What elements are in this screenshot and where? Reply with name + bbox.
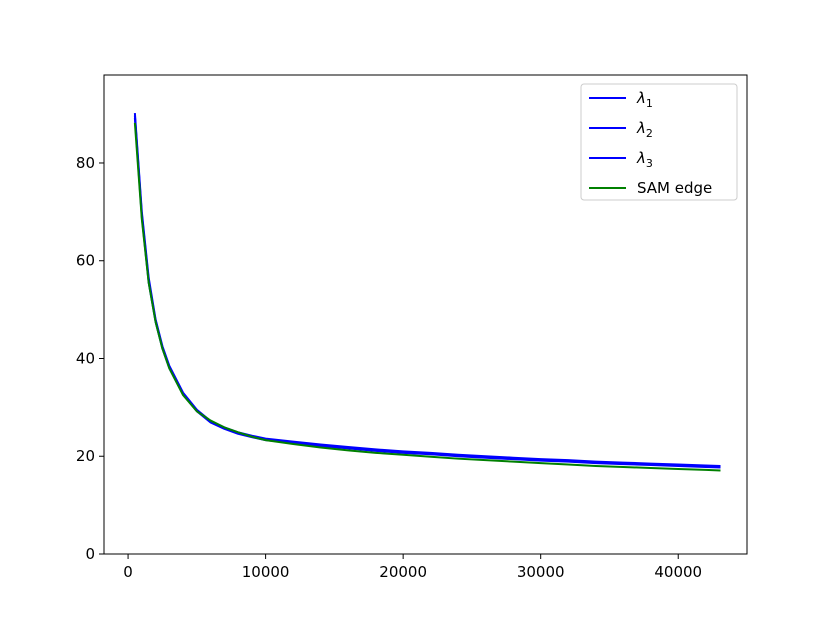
x-tick-label: 0: [123, 563, 133, 581]
legend-box: [580, 83, 738, 201]
legend-label-subscript: 3: [646, 157, 653, 170]
series-line-4: [133, 122, 721, 472]
legend-label-subscript: 1: [646, 97, 653, 110]
x-tick-label: 30000: [517, 563, 565, 581]
y-tick-label: 0: [85, 545, 95, 563]
legend-label-base: λ: [636, 89, 646, 107]
plot-frame: [103, 74, 748, 555]
legend-label-4: SAM edge: [637, 179, 712, 197]
x-tick-label: 10000: [242, 563, 290, 581]
legend-label-base: SAM edge: [637, 179, 712, 197]
legend-label-1: λ1: [636, 89, 653, 110]
series-layer: [133, 113, 721, 472]
y-tick-label: 40: [76, 349, 95, 367]
y-tick-label: 80: [76, 154, 95, 172]
y-tick-label: 60: [76, 252, 95, 270]
legend-label-2: λ2: [636, 119, 653, 140]
x-tick-label: 40000: [654, 563, 702, 581]
y-tick-label: 20: [76, 447, 95, 465]
x-tick-label: 20000: [379, 563, 427, 581]
axis-layer: 0 10000 20000 30000 40000 0 20 40 60 80: [76, 154, 702, 581]
legend-label-subscript: 2: [646, 127, 653, 140]
legend-label-base: λ: [636, 149, 646, 167]
legend-label-base: λ: [636, 119, 646, 137]
legend-label-3: λ3: [636, 149, 653, 170]
